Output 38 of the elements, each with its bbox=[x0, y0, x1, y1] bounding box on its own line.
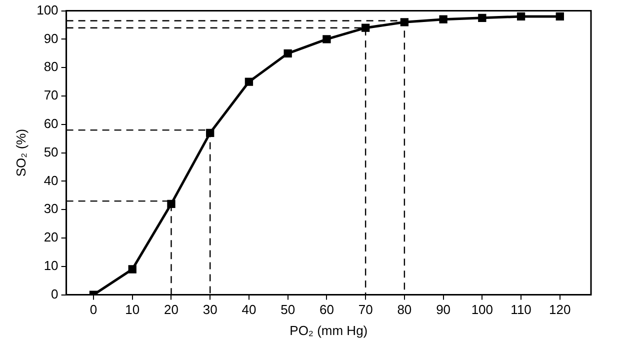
x-tick-label: 40 bbox=[242, 302, 256, 318]
y-tick-label: 50 bbox=[44, 144, 58, 160]
point bbox=[516, 12, 526, 21]
point bbox=[206, 128, 214, 137]
x-tick-label: 60 bbox=[319, 302, 334, 318]
x-tick-label: 30 bbox=[202, 302, 218, 318]
y-tick-label: 100 bbox=[36, 2, 58, 18]
x-tick-label: 50 bbox=[280, 302, 296, 318]
y-tick-label: 30 bbox=[44, 201, 58, 216]
x-tick-label: 110 bbox=[510, 302, 532, 318]
point bbox=[478, 14, 486, 22]
x-axis-title: PO₂ (mm Hg) bbox=[290, 322, 368, 338]
y-tick-label: 80 bbox=[44, 59, 58, 74]
y-tick-label: 10 bbox=[44, 258, 58, 273]
point bbox=[361, 24, 370, 32]
y-tick-label: 0 bbox=[51, 286, 58, 302]
x-tick-label: 90 bbox=[436, 302, 451, 318]
y-tick-label: 20 bbox=[44, 230, 58, 245]
point bbox=[128, 265, 136, 274]
x-tick-label: 20 bbox=[164, 302, 178, 318]
x-tick-label: 80 bbox=[397, 302, 412, 318]
x-tick-label: 70 bbox=[358, 302, 373, 318]
point bbox=[322, 35, 331, 44]
x-tick-label: 120 bbox=[549, 302, 571, 318]
y-tick-label: 70 bbox=[44, 88, 58, 103]
y-tick-label: 60 bbox=[44, 116, 58, 131]
point bbox=[556, 12, 564, 21]
point bbox=[439, 15, 448, 24]
point bbox=[167, 200, 176, 208]
y-tick-label: 90 bbox=[44, 30, 58, 46]
point bbox=[244, 78, 254, 86]
point bbox=[284, 49, 292, 58]
y-axis-title: SO₂ (%) bbox=[13, 128, 28, 177]
x-tick-label: 100 bbox=[471, 302, 494, 318]
y-tick-label: 40 bbox=[44, 172, 58, 188]
point bbox=[400, 18, 409, 26]
x-tick-label: 0 bbox=[90, 302, 98, 318]
x-tick-label: 10 bbox=[125, 302, 140, 318]
